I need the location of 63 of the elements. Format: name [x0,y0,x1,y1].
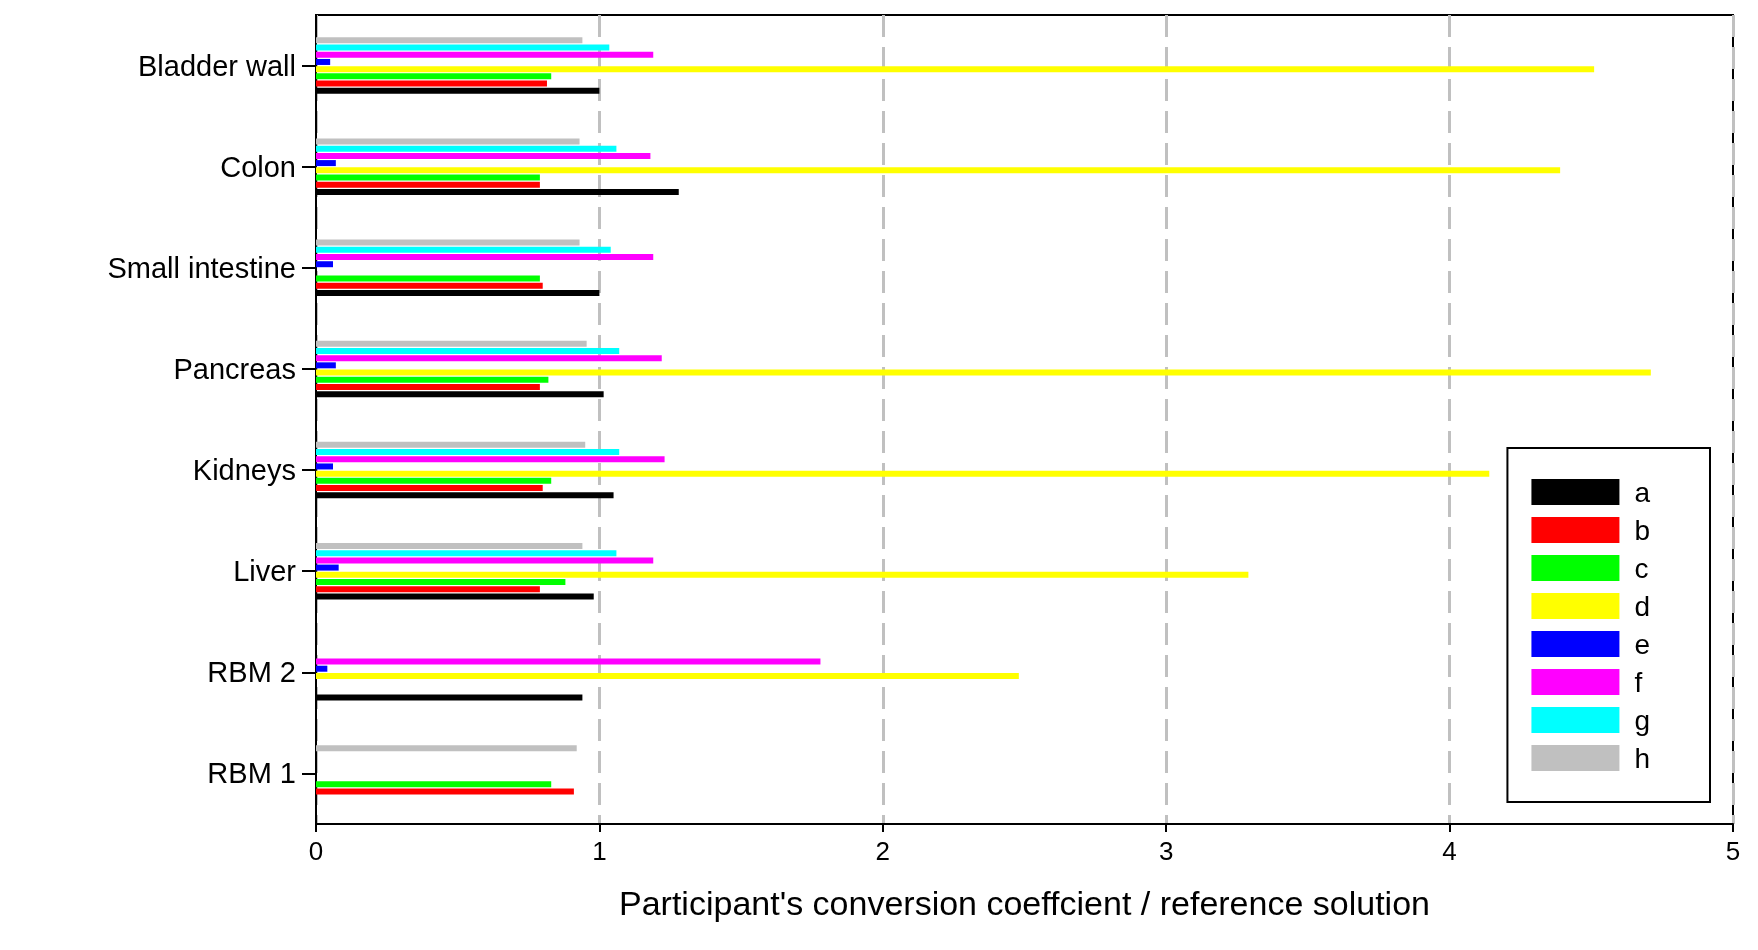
bar [316,788,574,795]
bar [316,477,552,484]
bar [316,578,566,585]
x-axis-title: Participant's conversion coeffcient / reference solution [619,884,1430,922]
y-tick-label: RBM 2 [207,656,296,689]
legend-label: e [1634,628,1651,660]
x-tick-label: 3 [1158,836,1174,866]
legend-label: h [1634,742,1651,774]
x-tick-label: 5 [1725,836,1741,866]
bar [316,355,662,362]
bar [316,362,336,369]
legend-label: c [1634,552,1649,584]
bar [316,174,540,181]
bar [316,463,333,470]
bar [316,376,549,383]
bar [316,564,339,571]
bar [316,254,654,261]
x-tick-label: 4 [1442,836,1457,866]
x-tick-label: 2 [875,836,891,866]
bar [316,672,1019,679]
bar [316,160,336,167]
bar [316,275,540,282]
bar [316,58,331,65]
bar [316,152,651,159]
bar [316,470,1490,477]
y-tick-label: RBM 1 [207,757,296,790]
bar [316,261,333,268]
bar [316,369,1651,376]
bar [316,80,547,87]
y-tick-label: Liver [233,555,297,588]
bar [316,658,821,665]
x-tick-label: 0 [308,836,324,866]
bar [316,347,620,354]
x-tick-label: 1 [592,836,607,866]
bar [316,550,617,557]
y-tick-label: Colon [220,150,296,183]
y-tick-label: Pancreas [173,352,296,385]
bar [316,383,540,390]
bar [316,586,540,593]
bar [316,485,543,492]
bar [316,167,1561,174]
bar [316,145,617,152]
bar [316,665,328,672]
bar [316,557,654,564]
bar [316,181,540,188]
bar [316,73,552,80]
y-tick-label: Small intestine [107,251,296,284]
legend-label: f [1634,666,1643,698]
y-tick-label: Kidneys [192,454,296,487]
legend-label: a [1634,476,1651,508]
legend-label: b [1634,514,1651,546]
bar [316,571,1249,578]
legend-label: g [1634,704,1651,736]
bar [316,449,620,456]
bar [316,781,552,788]
bar [316,66,1595,73]
bar [316,282,543,289]
y-tick-label: Bladder wall [138,49,296,82]
bar [316,51,654,58]
bar [316,246,611,253]
legend-label: d [1634,590,1651,622]
bar [316,44,610,51]
bar [316,456,665,463]
